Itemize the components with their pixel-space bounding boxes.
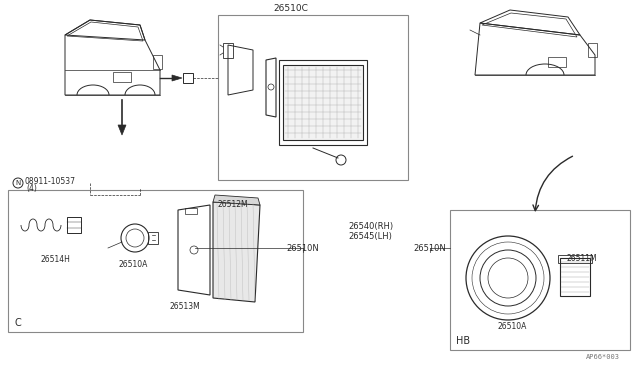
Bar [218, 15, 408, 180]
Text: 26511M: 26511M [567, 254, 598, 263]
Text: 26513M: 26513M [170, 302, 200, 311]
Polygon shape [172, 75, 182, 81]
Bar [113, 72, 131, 82]
Text: 26510A: 26510A [118, 260, 147, 269]
Bar [67, 217, 81, 233]
Text: AP66*003: AP66*003 [586, 354, 620, 360]
Bar [183, 73, 193, 83]
Text: 26510N: 26510N [287, 244, 319, 253]
Bar [223, 43, 233, 58]
Text: C: C [14, 318, 20, 328]
Bar [548, 57, 566, 67]
Text: 08911-10537: 08911-10537 [24, 176, 75, 186]
Bar [560, 258, 590, 296]
Bar [283, 65, 363, 140]
Polygon shape [213, 202, 260, 302]
Bar [558, 255, 592, 263]
Bar [279, 60, 367, 145]
Text: N: N [15, 180, 20, 186]
Text: HB: HB [456, 336, 470, 346]
Bar [148, 232, 158, 244]
Bar [153, 55, 162, 69]
Text: (4): (4) [26, 183, 37, 192]
Bar [588, 43, 597, 57]
Bar [8, 190, 303, 332]
Polygon shape [213, 195, 260, 205]
Text: 26510A: 26510A [498, 322, 527, 331]
Text: 26510C: 26510C [273, 4, 308, 13]
Bar [450, 210, 630, 350]
Text: 26545(LH): 26545(LH) [348, 232, 392, 241]
Polygon shape [118, 125, 126, 135]
Text: 26512M: 26512M [218, 200, 248, 209]
Bar [185, 208, 197, 214]
Text: 26514H: 26514H [40, 255, 70, 264]
Text: 26540(RH): 26540(RH) [348, 222, 393, 231]
Text: 26510N: 26510N [413, 244, 446, 253]
